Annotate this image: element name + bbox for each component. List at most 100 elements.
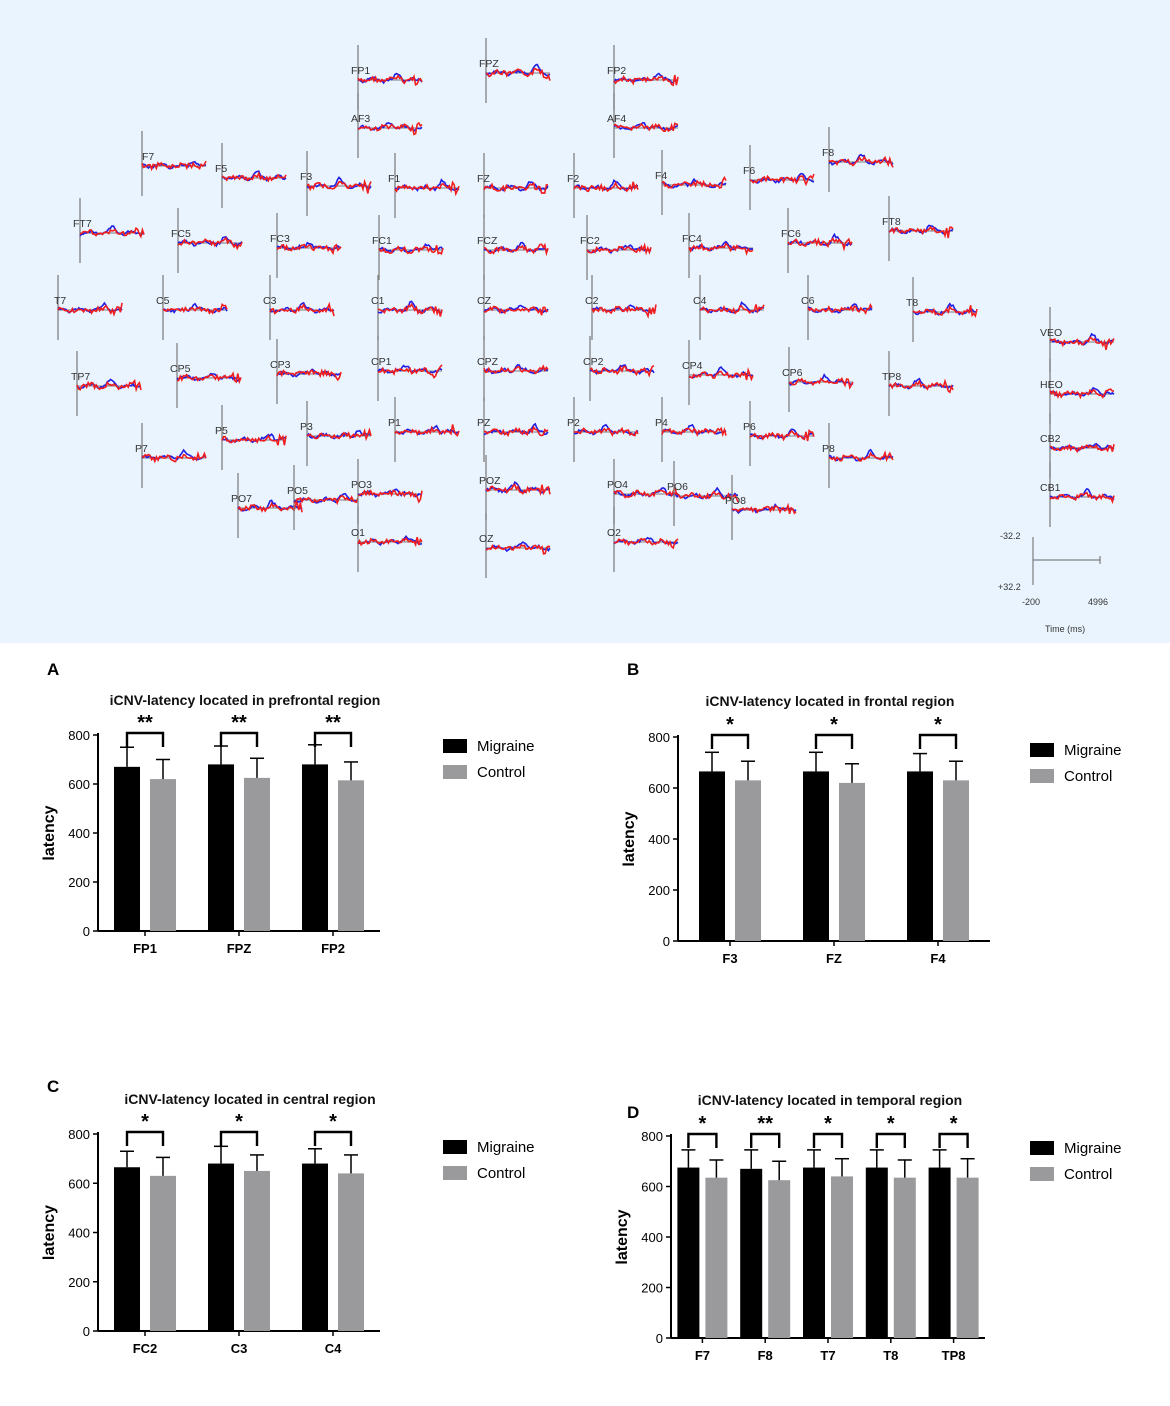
significance-bracket [125,731,165,747]
electrode-label: PZ [477,417,491,429]
electrode-po8: PO8 [725,475,797,540]
control-trace [613,484,679,499]
electrode-label: PO6 [667,481,688,493]
electrode-f8: F8 [822,127,894,192]
migraine-trace [483,304,549,314]
electrode-f1: F1 [388,153,460,218]
legend-swatch-migraine [443,739,467,753]
electrode-label: F6 [743,165,755,177]
control-trace [1049,491,1115,505]
bar-migraine-fz [803,771,829,941]
electrode-tp8: TP8 [882,351,954,416]
electrode-label: F7 [142,151,154,163]
y-tick-label: 400 [648,832,670,847]
electrode-c5: C5 [156,275,228,340]
control-trace [828,155,894,168]
control-trace [221,170,287,183]
control-trace [485,483,551,497]
electrode-label: P8 [822,443,835,455]
electrode-t7: T7 [54,275,123,340]
electrode-label: P4 [655,417,668,429]
electrode-label: F4 [655,170,667,182]
electrode-label: TP7 [71,371,90,383]
control-trace [888,225,954,239]
electrode-p8: P8 [822,423,894,488]
y-tick-label: 600 [68,777,90,792]
control-trace [613,122,679,133]
control-trace [807,303,873,315]
electrode-label: TP8 [882,371,901,383]
bar-control-c4 [338,1173,364,1331]
electrode-af4: AF4 [607,93,679,158]
control-trace [141,450,207,464]
control-trace [1049,443,1115,454]
control-trace [483,305,549,316]
significance-bracket [219,1130,259,1146]
x-tick-label: F8 [758,1348,773,1363]
electrode-ft8: FT8 [882,196,954,261]
control-trace [699,304,765,315]
legend: Migraine Control [443,1139,535,1182]
x-tick-label: F7 [695,1348,710,1363]
significance-marker: * [699,1113,707,1135]
bar-migraine-t8 [865,1167,888,1338]
legend-label-migraine: Migraine [1064,1140,1122,1157]
panel-letter: C [47,1077,59,1096]
bar-control-fp2 [338,780,364,931]
legend-swatch-control [443,1166,467,1180]
bar-migraine-t7 [803,1167,825,1338]
x-tick-label: C4 [325,1341,342,1356]
electrode-fc2: FC2 [580,215,652,280]
legend-swatch-migraine [1030,1141,1054,1155]
bar-migraine-f3 [699,771,725,941]
x-tick-label: FC2 [133,1341,158,1356]
electrode-label: CP5 [170,363,191,375]
chart-title: iCNV-latency located in frontal region [706,693,955,709]
electrode-label: F2 [567,173,579,185]
electrode-fp2: FP2 [607,45,679,110]
electrode-p2: P2 [567,397,639,462]
electrode-label: O2 [607,527,621,539]
y-tick-label: 600 [648,781,670,796]
y-tick-label: 200 [641,1281,663,1296]
electrode-label: FPZ [479,58,499,70]
significance-bracket [313,1130,353,1146]
electrode-label: CPZ [477,356,499,368]
electrode-label: C5 [156,295,170,307]
electrode-label: F5 [215,163,227,175]
electrode-cp2: CP2 [583,336,655,401]
y-tick-label: 400 [641,1230,663,1245]
bar-control-t8 [893,1177,916,1338]
electrode-p5: P5 [215,405,287,470]
electrode-label: PO4 [607,479,628,491]
migraine-trace [378,242,444,254]
electrode-label: P2 [567,417,580,429]
electrode-label: HEO [1040,379,1063,391]
electrode-label: C3 [263,295,277,307]
control-trace [394,180,460,197]
electrode-tp7: TP7 [71,351,142,416]
y-tick-label: 200 [68,875,90,890]
panel-letter: A [47,660,59,679]
electrode-label: CB1 [1040,482,1061,494]
control-trace [483,181,549,194]
electrode-o1: O1 [351,507,423,572]
significance-bracket [812,1132,844,1148]
control-trace [276,368,342,382]
y-axis-label: latency [41,805,58,860]
significance-marker: ** [231,712,247,734]
migraine-trace [589,364,655,376]
control-trace [485,68,551,81]
control-trace [828,450,894,463]
electrode-label: FC5 [171,228,191,240]
significance-marker: * [950,1113,958,1135]
electrode-fc4: FC4 [682,213,754,278]
control-trace [613,537,679,550]
electrode-f7: F7 [141,131,207,196]
control-trace [912,305,978,319]
scale-y-top: -32.2 [1000,531,1021,541]
electrode-ft7: FT7 [73,198,145,263]
electrode-cb2: CB2 [1040,413,1115,478]
